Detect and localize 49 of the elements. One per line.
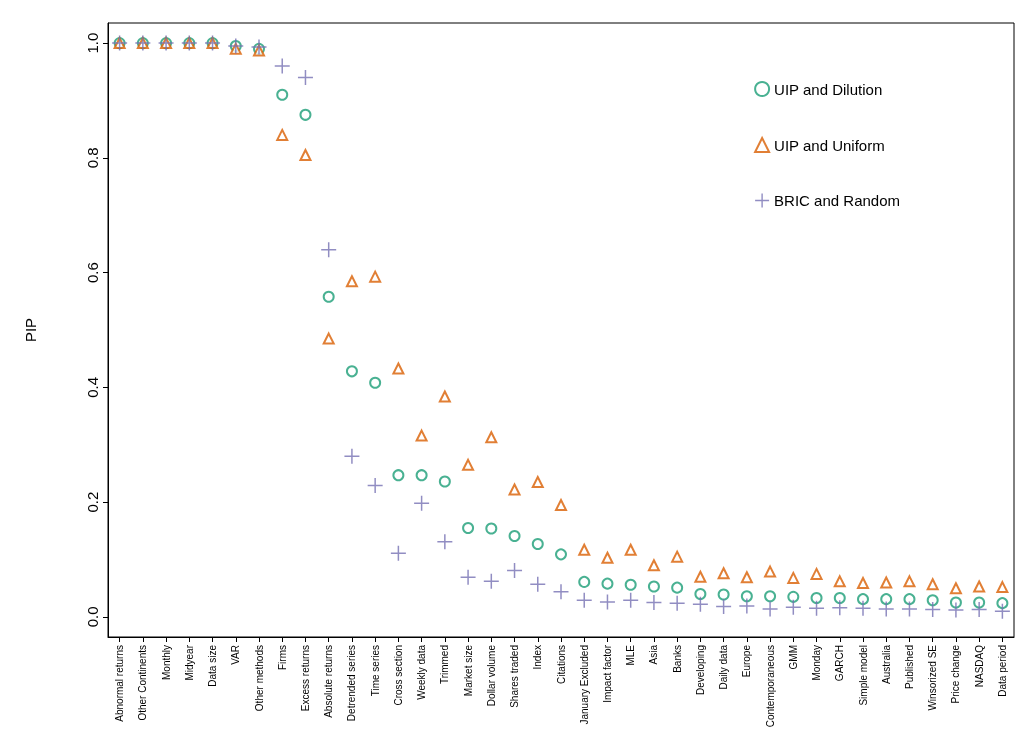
x-tick-label: Cross section: [392, 645, 404, 706]
x-tick-label: Impact factor: [601, 644, 613, 703]
y-tick-label: 0.0: [84, 606, 101, 628]
x-tick-label: Midyear: [183, 644, 195, 681]
x-tick-label: GMM: [787, 645, 799, 670]
y-tick-label: 1.0: [84, 32, 101, 54]
y-tick-label: 0.8: [84, 147, 101, 169]
x-tick-label: Other methods: [253, 645, 265, 712]
x-tick-label: Data size: [207, 644, 219, 687]
x-tick-label: Monday: [811, 645, 823, 681]
x-tick-label: Absolute returns: [323, 645, 335, 718]
x-tick-label: Published: [903, 645, 915, 689]
y-tick-label: 0.2: [84, 491, 101, 513]
x-tick-label: Index: [532, 645, 544, 670]
x-tick-label: Simple model: [857, 645, 869, 706]
x-tick-label: Market size: [462, 644, 474, 697]
x-tick-label: Citations: [555, 645, 567, 684]
x-tick-label: Other Continents: [137, 645, 149, 721]
x-tick-label: Winsorized SE: [927, 644, 939, 711]
x-tick-label: Asia: [648, 644, 660, 665]
x-tick-label: Abnormal returns: [114, 645, 126, 722]
x-tick-label: Europe: [741, 644, 753, 678]
x-tick-label: Time series: [369, 645, 381, 697]
x-tick-label: Monthly: [160, 645, 172, 681]
x-tick-label: Developing: [694, 645, 706, 696]
y-axis-title: PIP: [22, 317, 39, 343]
x-tick-label: Firms: [276, 645, 288, 670]
legend-label: UIP and Dilution: [774, 80, 883, 98]
legend-label: UIP and Uniform: [774, 136, 885, 154]
x-tick-label: Australia: [880, 644, 892, 684]
x-tick-label: MLE: [625, 644, 637, 666]
x-tick-label: Contemporaneous: [764, 645, 776, 728]
y-tick-label: 0.4: [84, 376, 101, 398]
x-tick-label: Dollar volume: [485, 644, 497, 707]
x-tick-label: Daily data: [718, 644, 730, 690]
x-tick-label: GARCH: [834, 645, 846, 682]
x-tick-label: Data period: [996, 645, 1008, 697]
legend-label: BRIC and Random: [774, 192, 901, 209]
x-tick-label: Excess returns: [299, 645, 311, 712]
x-tick-label: NASDAQ: [973, 644, 985, 688]
x-tick-label: VAR: [230, 645, 242, 665]
x-tick-label: Trimmed: [439, 645, 451, 685]
x-tick-label: January Excluded: [578, 645, 590, 725]
x-tick-label: Detrended series: [346, 645, 358, 722]
x-tick-label: Weekly data: [416, 644, 428, 700]
y-tick-label: 0.6: [84, 262, 101, 284]
x-tick-label: Price change: [950, 644, 962, 704]
x-tick-label: Shares traded: [509, 645, 521, 708]
x-tick-label: Banks: [671, 645, 683, 673]
